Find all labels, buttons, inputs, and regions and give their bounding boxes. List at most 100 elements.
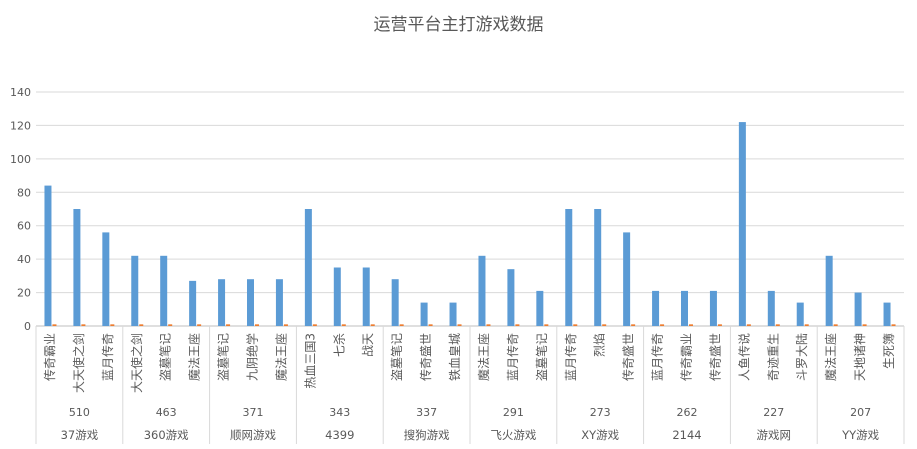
platform-label: 顺网游戏 [230, 428, 276, 442]
secondary-bar [110, 324, 115, 326]
secondary-bar [457, 324, 462, 326]
secondary-bar [428, 324, 433, 326]
bar [767, 290, 775, 326]
secondary-bar [515, 324, 520, 326]
secondary-bar [891, 324, 896, 326]
game-label: 盗墓笔记 [158, 333, 173, 381]
bar [825, 255, 833, 326]
bar [623, 232, 631, 326]
y-tick-label: 60 [17, 220, 31, 233]
secondary-bar [255, 324, 259, 326]
y-tick-label: 100 [10, 153, 31, 166]
y-tick-label: 80 [17, 186, 31, 199]
secondary-bar [717, 324, 722, 326]
platform-count-label: 207 [850, 406, 871, 419]
y-tick-label: 140 [10, 86, 31, 99]
bar [594, 209, 602, 326]
secondary-bar [139, 324, 144, 326]
secondary-bar [370, 324, 375, 326]
game-label: 天地诸神 [853, 333, 867, 381]
bar [507, 269, 515, 326]
secondary-bar [544, 324, 549, 326]
secondary-bar [746, 324, 751, 326]
platform-label: 搜狗游戏 [404, 428, 450, 442]
game-label: 铁血皇城 [448, 333, 462, 381]
platform-label: YY游戏 [841, 428, 880, 442]
secondary-bar [602, 324, 607, 326]
bar [449, 302, 457, 326]
bar [131, 255, 139, 326]
platform-label: XY游戏 [581, 428, 619, 442]
secondary-bar [775, 324, 780, 326]
platform-count-label: 291 [503, 406, 524, 419]
platform-count-label: 343 [329, 406, 350, 419]
bar [275, 279, 283, 326]
bar [73, 209, 81, 326]
secondary-bar [226, 324, 231, 326]
bar [333, 267, 341, 326]
platform-count-label: 273 [590, 406, 611, 419]
secondary-bar [862, 324, 867, 326]
bar [536, 290, 544, 326]
game-label: 战天 [361, 333, 375, 357]
platform-label: 游戏网 [757, 428, 792, 442]
y-tick-label: 120 [10, 119, 31, 132]
platform-count-label: 262 [677, 406, 698, 419]
game-label: 魔法王座 [476, 333, 491, 381]
game-label: 热血三国3 [303, 333, 317, 389]
bar [709, 290, 717, 326]
game-label: 传奇霸业 [42, 333, 57, 381]
secondary-bar [197, 324, 202, 326]
secondary-bar [341, 324, 346, 326]
game-label: 九阴绝学 [245, 333, 260, 381]
bar [102, 232, 110, 326]
platform-label: 飞火游戏 [490, 428, 536, 442]
game-label: 蓝月传奇 [100, 333, 115, 381]
game-label: 魔法王座 [273, 333, 288, 381]
platform-count-label: 227 [763, 406, 784, 419]
game-label: 大天使之剑 [71, 333, 86, 393]
platform-count-label: 337 [416, 406, 437, 419]
bar [652, 290, 660, 326]
secondary-bar [573, 324, 578, 326]
bar [189, 280, 197, 326]
bar [160, 255, 168, 326]
game-label: 斗罗大陆 [794, 333, 809, 381]
y-tick-label: 0 [24, 320, 31, 333]
platform-label: 2144 [672, 428, 701, 442]
secondary-bar [486, 324, 491, 326]
chart-title: 运营平台主打游戏数据 [373, 15, 544, 35]
bar [247, 279, 254, 326]
platform-label: 4399 [325, 428, 354, 442]
game-label: 盗墓笔记 [389, 333, 404, 381]
y-tick-label: 20 [17, 287, 31, 300]
secondary-bar [81, 324, 86, 326]
bar [854, 292, 862, 326]
bar [883, 302, 891, 326]
secondary-bar [52, 324, 57, 326]
bar [796, 302, 804, 326]
platform-count-label: 510 [69, 406, 90, 419]
game-label: 人鱼传说 [736, 333, 751, 381]
bar [391, 279, 399, 326]
secondary-bar [399, 324, 404, 326]
bar [218, 279, 226, 326]
bar [420, 302, 428, 326]
bar [565, 209, 573, 326]
secondary-bar [804, 324, 809, 326]
y-tick-label: 40 [17, 253, 31, 266]
game-label: 传奇盛世 [621, 333, 636, 381]
game-label: 魔法王座 [187, 333, 202, 381]
bar [478, 255, 486, 326]
bar [362, 267, 370, 326]
game-label: 传奇盛世 [418, 333, 433, 381]
platform-count-label: 371 [243, 406, 264, 419]
secondary-bar [631, 324, 636, 326]
secondary-bar [168, 324, 173, 326]
bar [738, 122, 746, 326]
bar [304, 209, 312, 326]
game-label: 蓝月传奇 [505, 333, 520, 381]
secondary-bar [689, 324, 693, 326]
